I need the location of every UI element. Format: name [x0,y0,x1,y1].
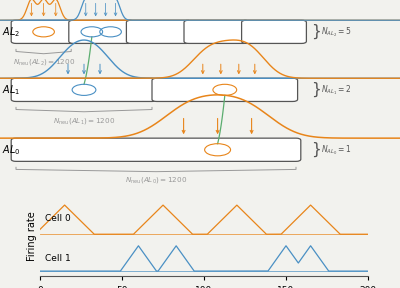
FancyBboxPatch shape [152,78,298,101]
Text: }: } [311,142,320,157]
Text: }: } [311,24,320,39]
Text: Cell 1: Cell 1 [45,254,71,263]
Text: $N_{\rm neu}(AL_0) = 1200$: $N_{\rm neu}(AL_0) = 1200$ [125,175,187,185]
FancyBboxPatch shape [11,78,157,101]
FancyBboxPatch shape [69,20,134,43]
Text: $\mathit{AL}_2$: $\mathit{AL}_2$ [2,25,20,39]
Text: $N_{\rm neu}(AL_2) = 1200$: $N_{\rm neu}(AL_2) = 1200$ [12,58,75,67]
Y-axis label: Firing rate: Firing rate [27,211,37,261]
FancyBboxPatch shape [242,20,306,43]
FancyBboxPatch shape [126,20,191,43]
Text: $N_{AL_1}=2$: $N_{AL_1}=2$ [321,83,351,97]
Text: Cell 0: Cell 0 [45,214,71,223]
Text: }: } [311,82,320,97]
Text: $\mathit{AL}_0$: $\mathit{AL}_0$ [2,143,20,157]
Text: $\mathit{AL}_1$: $\mathit{AL}_1$ [2,83,20,97]
FancyBboxPatch shape [184,20,249,43]
FancyBboxPatch shape [11,20,76,43]
Text: $N_{\rm neu}(AL_1) = 1200$: $N_{\rm neu}(AL_1) = 1200$ [53,115,115,126]
Text: $N_{AL_2}=5$: $N_{AL_2}=5$ [321,25,352,39]
Text: $N_{AL_0}=1$: $N_{AL_0}=1$ [321,143,351,157]
FancyBboxPatch shape [11,138,301,161]
